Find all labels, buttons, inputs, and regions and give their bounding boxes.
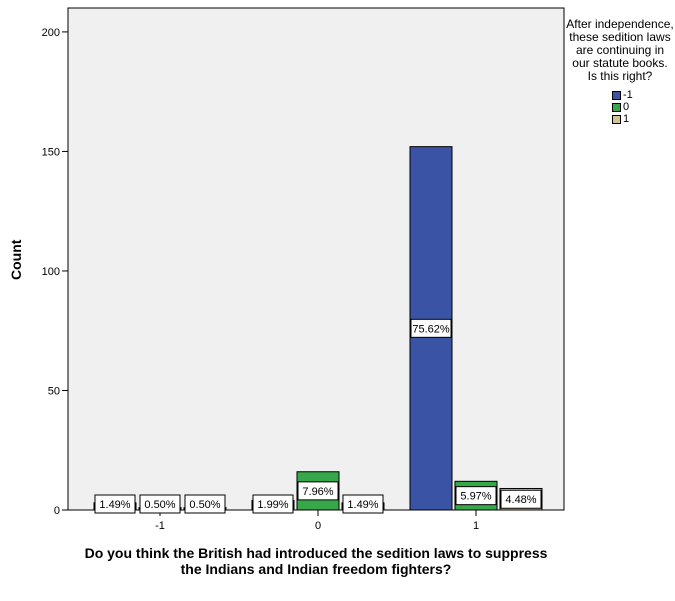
data-label-box: [410, 318, 452, 338]
data-label-box: [455, 486, 497, 506]
data-label: 1.49%: [99, 499, 130, 511]
data-label-box: [500, 489, 542, 509]
data-label: 1.99%: [257, 499, 288, 511]
data-label: 5.97%: [460, 491, 491, 503]
legend-item: 0: [612, 101, 674, 113]
y-tick-label: 0: [54, 505, 60, 517]
data-labels-group: 1.49% 1.99% 75.62% 0.50% 7.96% 5.97% 0.50% 1.49…: [94, 318, 542, 514]
data-label: 1.49%: [347, 499, 378, 511]
legend-swatch: [612, 102, 621, 112]
legend-items: -1 0 1: [612, 89, 674, 125]
legend-label: 0: [623, 101, 630, 113]
data-label: 7.96%: [302, 486, 333, 498]
data-label-box: [139, 494, 181, 514]
data-label: 0.50%: [189, 499, 220, 511]
y-axis: 0 50 100 150 200: [42, 27, 68, 517]
plot-area: [67, 7, 565, 511]
data-label: 75.62%: [412, 323, 450, 335]
x-tick-label: -1: [155, 520, 165, 532]
data-label: 0.50%: [144, 499, 175, 511]
data-label-box: [94, 494, 136, 514]
y-tick-label: 150: [42, 146, 60, 158]
x-tick-label: 1: [473, 520, 479, 532]
y-axis-label: Count: [8, 239, 24, 280]
y-tick-label: 100: [42, 266, 60, 278]
y-tick-label: 50: [48, 385, 60, 397]
legend-swatch: [612, 114, 621, 124]
x-axis-label: Do you think the British had introduced …: [84, 545, 548, 577]
data-label-box: [297, 481, 339, 501]
legend-item: 1: [612, 113, 674, 125]
legend: After independence, these sedition laws …: [566, 17, 674, 126]
data-label-box: [252, 494, 294, 514]
data-label: 4.48%: [505, 494, 536, 506]
legend-item: -1: [612, 89, 674, 101]
data-label-box: [342, 494, 384, 514]
legend-label: 1: [623, 113, 630, 125]
legend-swatch: [612, 90, 621, 100]
data-label-box: [184, 494, 226, 514]
legend-title: After independence, these sedition laws …: [566, 17, 674, 83]
legend-label: -1: [623, 89, 633, 101]
x-tick-label: 0: [315, 520, 321, 532]
y-tick-label: 200: [42, 27, 60, 39]
